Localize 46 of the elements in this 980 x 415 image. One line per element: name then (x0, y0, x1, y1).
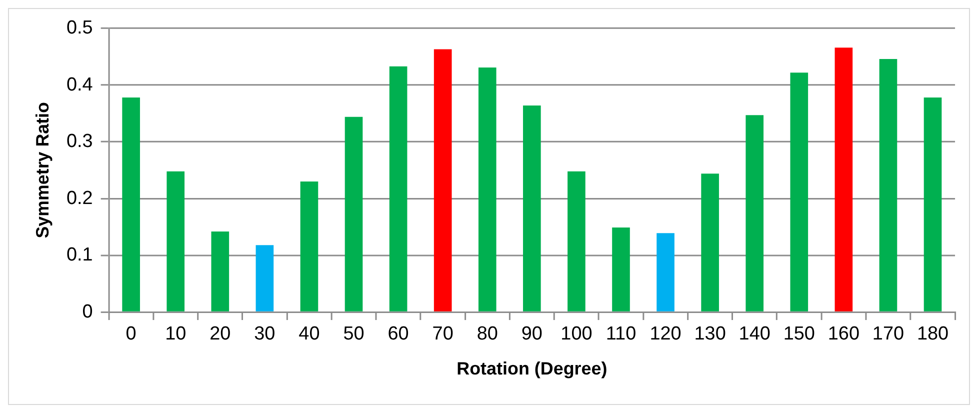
y-tick-label: 0.4 (66, 74, 93, 96)
x-tick-label: 0 (126, 324, 136, 345)
bar (790, 72, 808, 312)
x-tick-label: 110 (606, 324, 636, 345)
x-tick-label: 70 (432, 324, 454, 345)
bar (478, 67, 496, 312)
x-tick-label: 60 (388, 324, 409, 345)
bar (211, 231, 230, 312)
x-tick-label: 160 (828, 324, 860, 345)
bar (568, 171, 586, 312)
y-tick-label: 0 (82, 301, 93, 322)
bar (924, 98, 942, 312)
bar (656, 233, 674, 312)
y-axis-title: Symmetry Ratio (32, 102, 53, 238)
bar (122, 98, 140, 312)
bar (879, 58, 898, 312)
x-tick-label: 20 (210, 324, 231, 345)
x-tick-label: 50 (343, 324, 364, 345)
bar (344, 116, 363, 312)
x-tick-label: 100 (560, 324, 592, 345)
x-tick-label: 180 (916, 324, 949, 345)
x-tick-label: 140 (738, 324, 770, 345)
x-tick-label: 170 (872, 324, 904, 345)
bar (389, 66, 408, 312)
y-tick-label: 0.2 (66, 188, 93, 209)
bar (746, 115, 764, 312)
y-tick-label: 0.3 (66, 131, 93, 152)
x-tick-label: 120 (650, 324, 682, 345)
bar (701, 174, 719, 312)
x-tick-label: 10 (165, 324, 186, 345)
x-tick-label: 90 (521, 324, 542, 345)
bar (434, 49, 452, 312)
bar (612, 228, 630, 312)
x-tick-label: 30 (254, 324, 276, 345)
y-tick-label: 0.5 (66, 18, 93, 39)
y-tick-label: 0.1 (66, 244, 93, 266)
x-axis-title: Rotation (Degree) (456, 358, 608, 378)
bar (834, 48, 853, 312)
x-tick-label: 80 (476, 324, 498, 345)
x-tick-label: 130 (694, 324, 726, 345)
bar (300, 182, 318, 312)
bar (256, 245, 274, 312)
bar (523, 105, 541, 312)
x-tick-label: 40 (298, 324, 320, 345)
x-tick-label: 150 (783, 324, 815, 345)
bar (166, 171, 185, 312)
